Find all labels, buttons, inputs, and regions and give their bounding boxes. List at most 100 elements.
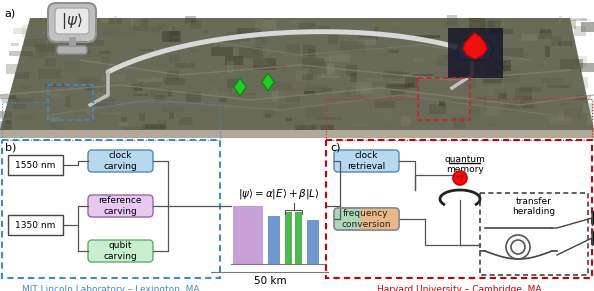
Bar xyxy=(476,97,488,101)
Text: quantum
memory: quantum memory xyxy=(444,155,485,174)
Bar xyxy=(346,87,349,97)
Bar xyxy=(285,96,299,102)
Bar xyxy=(386,113,393,122)
Bar xyxy=(441,115,460,124)
Bar xyxy=(15,72,30,79)
Bar xyxy=(374,46,388,49)
Bar xyxy=(318,56,331,61)
Bar xyxy=(272,91,279,102)
Bar xyxy=(14,28,38,34)
Bar xyxy=(187,61,190,65)
Bar xyxy=(69,24,90,31)
Bar xyxy=(560,102,569,105)
Bar xyxy=(85,18,98,21)
Bar xyxy=(359,31,378,40)
Bar xyxy=(456,45,476,49)
Bar xyxy=(97,110,114,117)
Bar xyxy=(551,36,561,46)
Bar xyxy=(227,32,249,42)
Bar xyxy=(361,86,384,96)
Bar xyxy=(342,92,361,98)
Bar xyxy=(10,51,33,56)
Bar xyxy=(391,90,405,95)
Polygon shape xyxy=(0,130,594,138)
Bar xyxy=(86,40,104,46)
Bar xyxy=(21,113,34,123)
Bar xyxy=(472,44,478,49)
Bar xyxy=(318,76,341,78)
Bar xyxy=(295,125,317,132)
Bar xyxy=(0,111,12,118)
Bar xyxy=(49,27,56,37)
Bar xyxy=(412,74,434,76)
Bar xyxy=(164,78,185,85)
Bar xyxy=(327,63,334,74)
Text: 50 km: 50 km xyxy=(254,276,286,286)
FancyBboxPatch shape xyxy=(88,195,153,217)
Bar xyxy=(216,36,222,43)
Bar xyxy=(562,20,576,29)
Bar xyxy=(574,26,586,36)
Bar xyxy=(143,125,166,134)
Bar xyxy=(482,67,500,73)
FancyBboxPatch shape xyxy=(48,3,96,42)
Polygon shape xyxy=(592,211,594,225)
Polygon shape xyxy=(0,18,594,130)
Bar xyxy=(169,31,179,40)
Bar xyxy=(248,56,267,65)
Bar xyxy=(133,19,148,31)
Bar xyxy=(418,78,470,120)
Bar xyxy=(317,26,330,31)
Bar xyxy=(388,72,410,74)
Bar xyxy=(137,78,162,82)
Bar xyxy=(286,118,292,121)
FancyBboxPatch shape xyxy=(55,8,89,34)
Bar xyxy=(520,100,533,108)
Bar xyxy=(78,88,85,95)
Bar xyxy=(549,54,573,57)
Text: $|\psi\rangle$: $|\psi\rangle$ xyxy=(61,11,83,31)
Bar xyxy=(388,50,399,53)
Bar xyxy=(372,83,389,89)
Bar xyxy=(166,71,179,81)
Bar xyxy=(497,61,521,68)
FancyBboxPatch shape xyxy=(88,150,153,172)
Bar xyxy=(254,31,271,39)
Bar xyxy=(439,100,445,106)
Bar xyxy=(169,55,179,63)
Bar xyxy=(375,101,395,108)
Bar xyxy=(163,47,188,51)
Circle shape xyxy=(453,171,467,185)
Bar xyxy=(326,140,592,278)
Bar xyxy=(389,78,408,86)
Bar xyxy=(91,43,102,46)
Bar xyxy=(488,85,504,95)
Bar xyxy=(19,115,34,120)
Bar xyxy=(154,47,165,56)
Bar xyxy=(522,105,538,109)
Bar xyxy=(405,77,417,88)
Bar xyxy=(12,98,33,103)
Bar xyxy=(228,79,241,88)
Bar xyxy=(483,21,495,27)
Bar xyxy=(45,84,68,87)
Bar xyxy=(121,117,128,122)
Bar xyxy=(489,29,513,34)
Bar xyxy=(444,22,458,27)
Bar xyxy=(307,220,319,264)
Bar xyxy=(293,118,304,124)
Bar xyxy=(374,27,380,32)
Bar xyxy=(326,30,347,32)
Bar xyxy=(179,117,192,125)
Bar xyxy=(448,28,503,78)
Bar xyxy=(383,71,403,81)
Bar xyxy=(45,39,48,50)
Bar xyxy=(253,58,276,70)
Bar xyxy=(580,19,590,21)
Bar xyxy=(454,70,469,72)
Bar xyxy=(279,104,299,110)
Bar xyxy=(0,121,12,131)
Bar xyxy=(354,124,370,126)
Bar xyxy=(0,138,594,291)
Bar xyxy=(134,95,140,99)
